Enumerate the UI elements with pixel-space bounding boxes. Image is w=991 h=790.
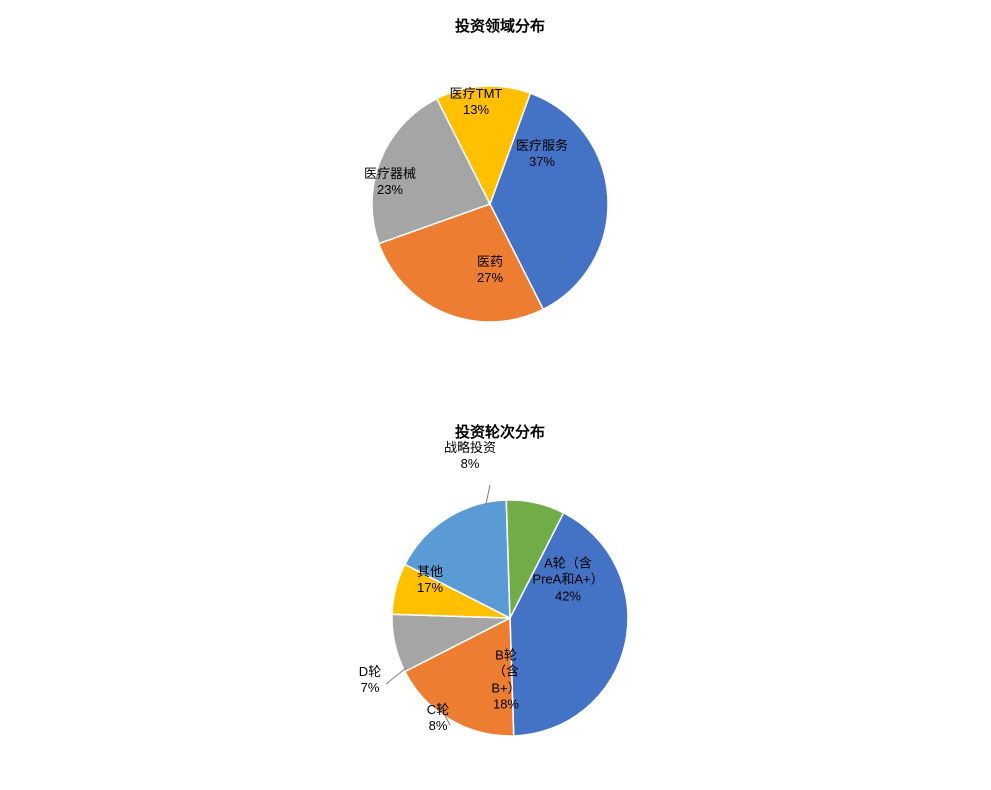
chart2-pie: A轮（含 PreA和A+） 42%B轮 （含 B+） 18%C轮 8%D轮 7%… [290, 450, 730, 790]
chart2-block: 投资轮次分布A轮（含 PreA和A+） 42%B轮 （含 B+） 18%C轮 8… [290, 416, 710, 790]
chart1-block: 投资领域分布医疗服务 37%医药 27%医疗器械 23%医疗TMT 13% [290, 10, 710, 364]
chart2-title: 投资轮次分布 [290, 416, 710, 450]
chart1-pie: 医疗服务 37%医药 27%医疗器械 23%医疗TMT 13% [290, 44, 710, 364]
chart1-pie-svg [290, 44, 710, 364]
chart2-pie-svg [290, 450, 730, 790]
chart2-leader-3 [386, 668, 406, 684]
chart1-title: 投资领域分布 [290, 10, 710, 44]
